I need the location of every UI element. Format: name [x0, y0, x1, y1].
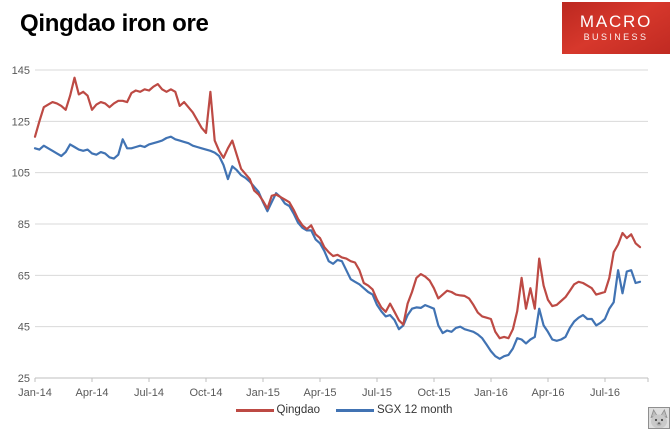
y-axis-label: 125: [12, 116, 30, 128]
y-axis-label: 45: [18, 322, 30, 334]
logo-line-business: BUSINESS: [583, 32, 649, 43]
y-axis-label: 65: [18, 270, 30, 282]
x-axis-label: Oct-15: [417, 387, 450, 399]
qingdao-line-swatch: [235, 408, 274, 412]
y-axis-label: 145: [12, 65, 30, 77]
sgx-line-swatch: [336, 408, 375, 412]
series-line-qingdao: [33, 76, 642, 340]
y-axis-label: 25: [18, 373, 30, 385]
x-axis-label: Apr-14: [75, 387, 108, 399]
x-axis-label: Oct-14: [189, 387, 222, 399]
x-axis-label: Jan-14: [18, 387, 52, 399]
y-axis-label: 105: [12, 168, 30, 180]
legend-label-qingdao: Qingdao: [276, 404, 321, 416]
y-axis-label: 85: [18, 219, 30, 231]
animal-photo-thumbnail: [648, 407, 670, 429]
x-axis-label: Jul-14: [134, 387, 164, 399]
legend-item-sgx: SGX 12 month: [336, 404, 452, 416]
series-line-sgx-12-month: [33, 135, 642, 360]
page-title: Qingdao iron ore: [20, 10, 209, 37]
legend-item-qingdao: Qingdao: [235, 404, 321, 416]
x-axis-label: Jul-16: [590, 387, 620, 399]
x-axis-label: Apr-16: [531, 387, 564, 399]
x-axis-label: Jan-15: [246, 387, 280, 399]
legend-label-sgx: SGX 12 month: [377, 404, 453, 416]
animal-face-icon: [649, 408, 669, 428]
x-axis-label: Jan-16: [474, 387, 508, 399]
macrobusiness-logo: MACRO BUSINESS: [562, 2, 670, 54]
x-axis-label: Jul-15: [362, 387, 392, 399]
chart-legend: Qingdao SGX 12 month: [8, 402, 672, 418]
x-axis-label: Apr-15: [303, 387, 336, 399]
logo-line-macro: MACRO: [579, 12, 653, 32]
